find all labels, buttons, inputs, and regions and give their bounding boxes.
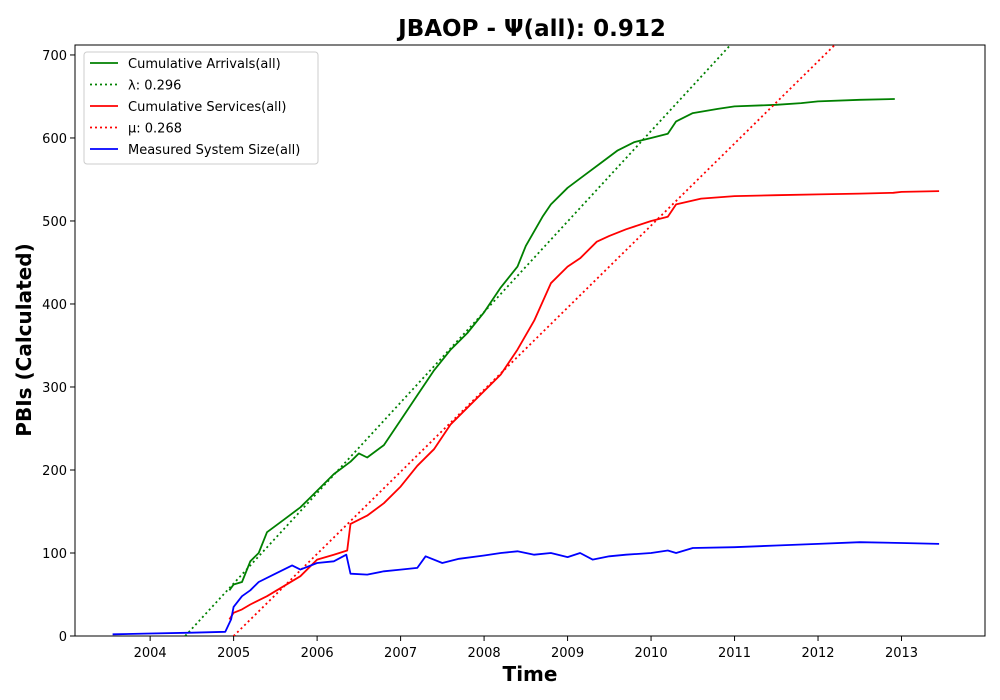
y-tick-label: 500 xyxy=(42,215,67,230)
x-axis: 2004 2005 2006 2007 2008 2009 2010 2011 2012 2013 xyxy=(134,636,918,661)
y-axis-title: PBIs (Calculated) xyxy=(12,243,36,436)
legend-label: Measured System Size(all) xyxy=(128,143,300,158)
legend: Cumulative Arrivals(all) λ: 0.296 Cumulati… xyxy=(83,51,319,165)
y-tick-label: 100 xyxy=(42,547,67,562)
series-line-3 xyxy=(228,190,940,620)
x-tick-label: 2005 xyxy=(217,646,250,661)
y-axis: 0 100 200 300 400 500 600 700 xyxy=(42,49,75,645)
series-layer xyxy=(112,45,940,636)
plot-frame xyxy=(74,44,986,637)
x-tick-label: 2009 xyxy=(551,646,584,661)
series-line-1 xyxy=(228,98,895,591)
x-tick-label: 2006 xyxy=(301,646,334,661)
x-tick-label: 2008 xyxy=(468,646,501,661)
x-tick-label: 2011 xyxy=(718,646,751,661)
x-tick-label: 2007 xyxy=(384,646,417,661)
x-tick-label: 2013 xyxy=(885,646,918,661)
y-tick-label: 400 xyxy=(42,298,67,313)
series-line-4 xyxy=(232,45,836,636)
x-tick-label: 2012 xyxy=(801,646,834,661)
chart-title: JBAOP - Ψ(all): 0.912 xyxy=(396,16,666,42)
x-axis-title: Time xyxy=(503,662,558,686)
legend-label: Cumulative Arrivals(all) xyxy=(128,57,281,72)
y-tick-label: 0 xyxy=(59,630,67,645)
series-line-5 xyxy=(112,541,940,636)
x-tick-label: 2004 xyxy=(134,646,167,661)
y-tick-label: 600 xyxy=(42,132,67,147)
y-tick-label: 700 xyxy=(42,49,67,64)
plot-area: 2004 2005 2006 2007 2008 2009 2010 2011 2012 2013… xyxy=(42,44,986,661)
legend-label: Cumulative Services(all) xyxy=(128,100,286,115)
legend-label: λ: 0.296 xyxy=(128,79,181,94)
legend-label: μ: 0.268 xyxy=(128,122,182,137)
y-tick-label: 300 xyxy=(42,381,67,396)
legend-box xyxy=(83,51,319,165)
y-tick-label: 200 xyxy=(42,464,67,479)
x-tick-label: 2010 xyxy=(635,646,668,661)
series-line-2 xyxy=(184,45,732,636)
